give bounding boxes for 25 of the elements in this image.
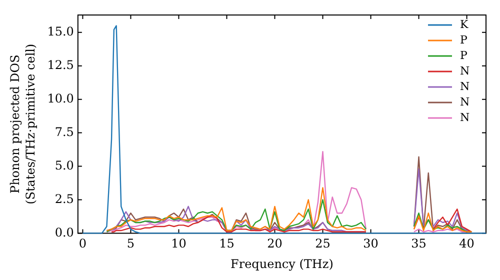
x-tick-label: 5 bbox=[126, 236, 135, 251]
legend-label: P bbox=[460, 48, 468, 62]
x-tick-label: 35 bbox=[411, 236, 426, 251]
y-tick-label: 12.5 bbox=[47, 58, 74, 72]
y-tick-label: 10.0 bbox=[47, 91, 74, 106]
x-axis-title: Frequency (THz) bbox=[230, 256, 334, 271]
legend-label: N bbox=[460, 64, 470, 78]
x-tick-label: 40 bbox=[459, 236, 474, 251]
legend-label: N bbox=[460, 80, 470, 93]
x-tick-label: 10 bbox=[171, 236, 186, 251]
x-tick-label: 0 bbox=[78, 236, 87, 251]
legend-label: N bbox=[460, 95, 470, 108]
legend-label: N bbox=[460, 110, 470, 124]
y-axis-title: Phonon projected DOS (States/THz·primitive cell) bbox=[8, 44, 38, 204]
y-tick-label: 15.0 bbox=[47, 24, 74, 39]
legend-label: P bbox=[460, 33, 468, 46]
y-tick-label: 2.5 bbox=[54, 192, 74, 206]
legend-label: K bbox=[460, 18, 469, 31]
x-tick-label: 20 bbox=[267, 236, 282, 251]
y-tick-label: 0.0 bbox=[54, 225, 74, 240]
y-tick-label: 5.0 bbox=[54, 158, 74, 172]
x-tick-label: 15 bbox=[219, 236, 234, 251]
x-tick-label: 25 bbox=[315, 236, 330, 251]
x-tick-label: 30 bbox=[363, 236, 378, 251]
y-tick-label: 7.5 bbox=[54, 124, 74, 139]
